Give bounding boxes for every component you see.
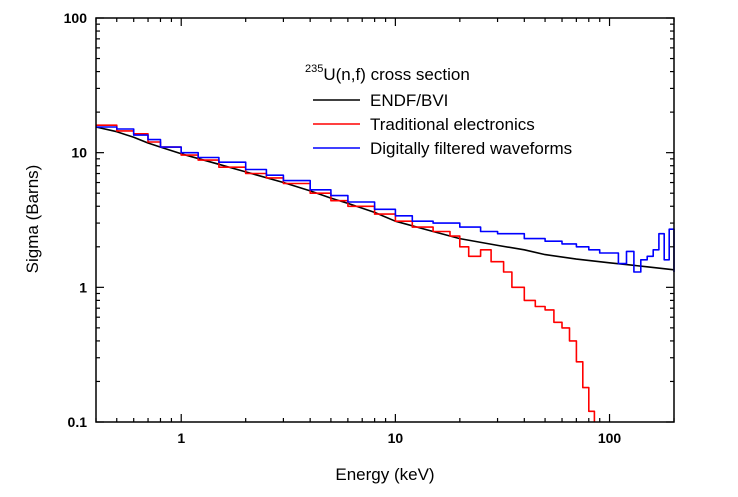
legend-item: Traditional electronics [313,115,535,134]
legend-title-text: U(n,f) cross section [323,65,469,84]
x-tick-label: 100 [598,430,622,446]
y-tick-label: 0.1 [68,414,88,430]
x-tick-label: 1 [177,430,185,446]
legend-title-isotope: 235 [305,63,323,75]
series-line-3 [96,126,675,273]
legend-title: 235U(n,f) cross section [305,63,470,84]
y-tick-label: 10 [71,145,87,161]
y-axis-title: Sigma (Barns) [23,165,42,274]
legend-items: ENDF/BVI Traditional electronics Digitally… [313,91,572,158]
legend: 235U(n,f) cross section ENDF/BVI Traditio… [305,63,572,158]
x-axis-title: Energy (keV) [335,465,434,484]
y-tick-label: 1 [79,279,87,295]
tick-labels-layer: 1 10 100 0.1 1 10 100 [64,10,622,446]
series-layer [95,124,675,422]
legend-label: ENDF/BVI [370,91,448,110]
ticks-layer [95,17,675,423]
y-tick-label: 100 [64,10,88,26]
x-tick-label: 10 [388,430,404,446]
legend-item: Digitally filtered waveforms [313,139,572,158]
legend-label: Traditional electronics [370,115,535,134]
legend-item: ENDF/BVI [313,91,448,110]
legend-label: Digitally filtered waveforms [370,139,572,158]
